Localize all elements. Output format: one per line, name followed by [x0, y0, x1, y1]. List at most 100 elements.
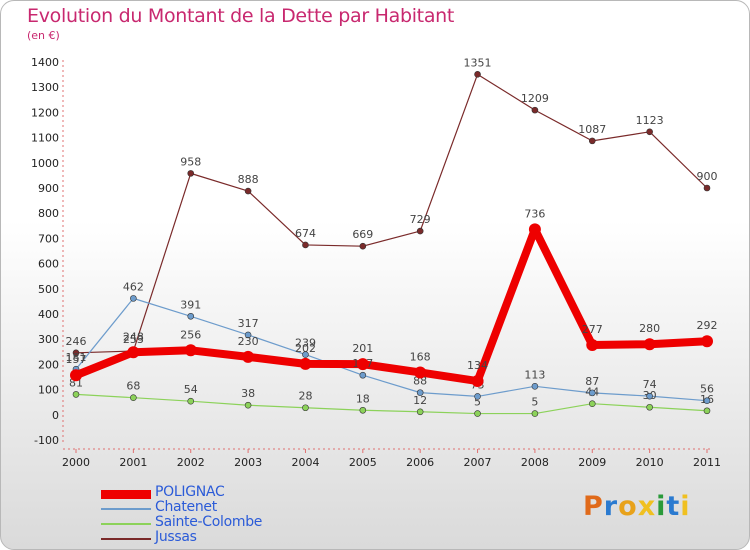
data-label: 256 — [180, 328, 201, 341]
y-tick-label: 600 — [38, 258, 59, 271]
legend-label: Sainte-Colombe — [155, 514, 263, 530]
proxiti-logo: Proxiti — [583, 491, 691, 522]
series-line-chatenet — [75, 297, 708, 402]
data-point — [130, 394, 137, 401]
x-tick-label: 2011 — [693, 456, 721, 469]
logo-letter: i — [680, 491, 691, 522]
data-point — [643, 338, 656, 351]
data-point — [416, 227, 424, 235]
data-label: 74 — [643, 378, 657, 391]
data-point — [72, 391, 80, 398]
y-tick-label: 1100 — [31, 132, 59, 145]
y-tick-label: 0 — [52, 409, 59, 422]
data-point — [531, 410, 539, 417]
y-tick-label: -100 — [34, 434, 59, 447]
logo-letter: x — [637, 491, 657, 522]
data-label: 5 — [474, 396, 481, 409]
data-point — [474, 410, 481, 417]
y-tick-label: 1200 — [31, 106, 59, 119]
data-point — [302, 351, 309, 358]
data-point — [127, 346, 140, 359]
data-point — [528, 223, 541, 236]
x-tick-label: 2001 — [119, 456, 147, 469]
x-tick-label: 2004 — [291, 456, 319, 469]
x-tick-label: 2006 — [406, 456, 434, 469]
data-label: 280 — [639, 322, 660, 335]
data-label: 56 — [700, 383, 714, 396]
data-point — [130, 295, 137, 302]
data-point — [299, 357, 312, 370]
y-tick-label: 800 — [38, 207, 59, 220]
y-tick-label: 1300 — [31, 81, 59, 94]
data-point — [187, 397, 195, 405]
data-label: 134 — [467, 359, 488, 372]
legend-label: Jussas — [155, 529, 197, 545]
x-tick-label: 2002 — [177, 456, 205, 469]
logo-letter: P — [583, 491, 604, 522]
chart-subtitle: (en €) — [27, 29, 60, 42]
data-label: 248 — [123, 330, 144, 343]
data-label: 113 — [524, 368, 545, 381]
data-point — [187, 312, 195, 320]
x-tick-label: 2007 — [464, 456, 492, 469]
data-label: 674 — [295, 227, 316, 240]
data-label: 729 — [410, 213, 431, 226]
data-label: 5 — [531, 396, 538, 409]
data-point — [416, 389, 424, 396]
data-point — [414, 366, 427, 379]
y-tick-label: 500 — [38, 283, 59, 296]
data-label: 12 — [413, 394, 427, 407]
data-point — [302, 404, 309, 412]
y-tick-label: 100 — [38, 384, 59, 397]
data-point — [588, 389, 596, 397]
data-label: 900 — [697, 170, 718, 183]
data-label: 246 — [66, 335, 87, 348]
data-point — [703, 184, 711, 192]
data-point — [184, 344, 197, 357]
legend-label: Chatenet — [155, 499, 217, 515]
data-label: 239 — [295, 337, 316, 350]
data-point — [359, 242, 367, 250]
data-point — [586, 338, 599, 351]
data-point — [416, 408, 424, 416]
data-label: 669 — [352, 228, 373, 241]
data-point — [588, 137, 596, 145]
y-tick-label: 900 — [38, 182, 59, 195]
y-tick-label: 400 — [38, 308, 59, 321]
data-label: 202 — [295, 342, 316, 355]
data-label: 181 — [66, 351, 87, 364]
x-tick-label: 2000 — [62, 456, 90, 469]
data-label: 38 — [241, 387, 255, 400]
data-label: 18 — [356, 392, 370, 405]
legend-swatch — [101, 538, 151, 540]
x-tick-label: 2003 — [234, 456, 262, 469]
series-line-polignac — [72, 225, 711, 386]
data-point — [471, 375, 484, 388]
data-point — [531, 383, 539, 390]
y-tick-label: 300 — [38, 333, 59, 346]
y-tick-label: 1000 — [31, 157, 59, 170]
data-point — [646, 128, 653, 136]
data-label: 736 — [524, 207, 545, 220]
data-point — [703, 397, 711, 404]
data-label: 1209 — [521, 92, 549, 105]
x-tick-label: 2008 — [521, 456, 549, 469]
x-tick-label: 2005 — [349, 456, 377, 469]
logo-letter: i — [656, 491, 667, 522]
data-label: 1351 — [464, 56, 492, 69]
x-tick-label: 2010 — [636, 456, 664, 469]
data-label: 958 — [180, 155, 201, 168]
chart-title: Evolution du Montant de la Dette par Hab… — [27, 5, 455, 27]
data-point — [302, 241, 309, 249]
data-label: 201 — [352, 342, 373, 355]
data-point — [244, 401, 252, 409]
data-label: 87 — [585, 375, 599, 388]
legend-label: POLIGNAC — [155, 484, 225, 500]
data-point — [72, 349, 80, 357]
data-point — [646, 392, 653, 400]
data-label: 88 — [413, 375, 427, 388]
data-point — [244, 187, 252, 195]
x-tick-label: 2009 — [578, 456, 606, 469]
data-point — [701, 335, 713, 348]
